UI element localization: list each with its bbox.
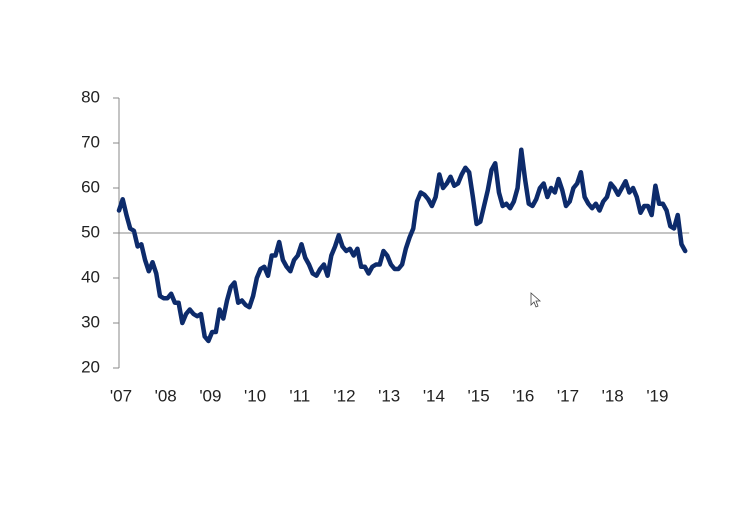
x-tick-label: '19 (646, 386, 668, 405)
y-tick-label: 30 (81, 312, 100, 331)
y-tick-label: 60 (81, 177, 100, 196)
x-tick-label: '11 (289, 386, 310, 405)
x-tick-label: '09 (199, 386, 221, 405)
y-tick-label: 40 (81, 267, 100, 286)
y-tick-label: 70 (81, 132, 100, 151)
x-tick-label: '08 (155, 386, 177, 405)
x-tick-label: '12 (333, 386, 355, 405)
x-tick-label: '16 (512, 386, 534, 405)
x-tick-label: '10 (244, 386, 266, 405)
x-tick-label: '13 (378, 386, 400, 405)
x-tick-label: '17 (557, 386, 579, 405)
mouse-cursor (530, 292, 542, 308)
y-tick-label: 50 (81, 222, 100, 241)
x-tick-label: '07 (110, 386, 132, 405)
x-tick-label: '15 (468, 386, 490, 405)
y-tick-label: 20 (81, 357, 100, 376)
data-line (116, 147, 688, 344)
y-tick-label: 80 (81, 87, 100, 106)
x-tick-label: '14 (423, 386, 445, 405)
x-tick-label: '18 (602, 386, 624, 405)
